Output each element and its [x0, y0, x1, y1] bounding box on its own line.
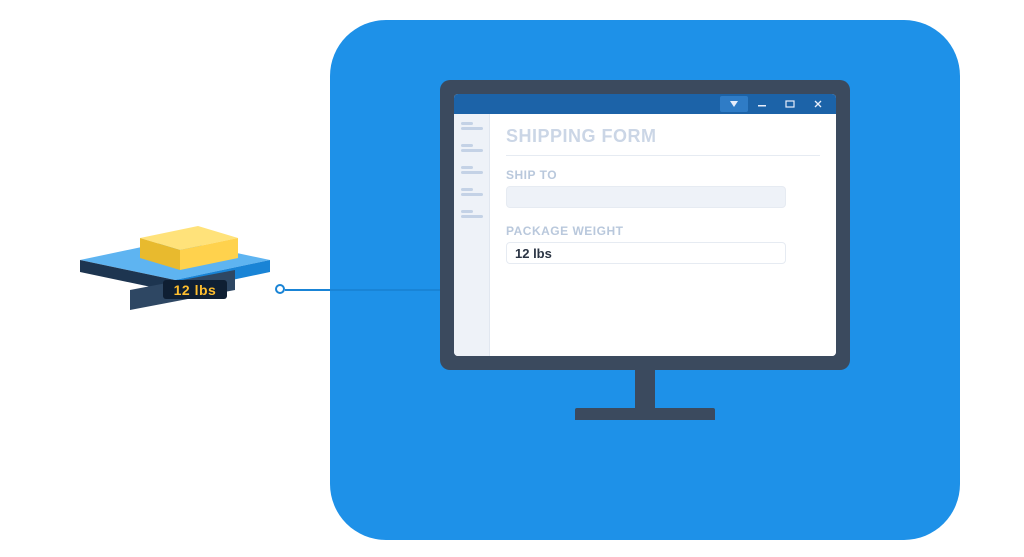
titlebar-dropdown[interactable]	[720, 96, 748, 112]
sidebar-item[interactable]	[461, 166, 483, 176]
minimize-button[interactable]	[748, 96, 776, 112]
package-weight-value: 12 lbs	[515, 246, 552, 261]
connection-dot	[275, 284, 285, 294]
sidebar-item[interactable]	[461, 144, 483, 154]
sidebar-item[interactable]	[461, 210, 483, 220]
app-window: SHIPPING FORM SHIP TO PACKAGE WEIGHT 12 …	[454, 94, 836, 356]
chevron-down-icon	[730, 101, 738, 107]
monitor-stand-neck	[635, 370, 655, 412]
ship-to-label: SHIP TO	[506, 168, 820, 182]
package-weight-label: PACKAGE WEIGHT	[506, 224, 820, 238]
close-icon	[813, 100, 823, 108]
app-main: SHIPPING FORM SHIP TO PACKAGE WEIGHT 12 …	[490, 114, 836, 356]
maximize-button[interactable]	[776, 96, 804, 112]
minimize-icon	[757, 100, 767, 108]
monitor: SHIPPING FORM SHIP TO PACKAGE WEIGHT 12 …	[440, 80, 850, 440]
form-title: SHIPPING FORM	[506, 126, 820, 156]
app-body: SHIPPING FORM SHIP TO PACKAGE WEIGHT 12 …	[454, 114, 836, 356]
monitor-stand-base	[575, 408, 715, 420]
maximize-icon	[785, 100, 795, 108]
sidebar-item[interactable]	[461, 122, 483, 132]
close-button[interactable]	[804, 96, 832, 112]
infographic-canvas: 12 lbs	[0, 0, 1024, 557]
scale-illustration	[70, 220, 280, 315]
weighing-scale: 12 lbs	[70, 220, 280, 315]
titlebar	[454, 94, 836, 114]
scale-readout-value: 12 lbs	[174, 282, 217, 298]
app-sidebar	[454, 114, 490, 356]
ship-to-input[interactable]	[506, 186, 786, 208]
scale-readout: 12 lbs	[163, 280, 227, 299]
package-weight-input[interactable]: 12 lbs	[506, 242, 786, 264]
monitor-bezel: SHIPPING FORM SHIP TO PACKAGE WEIGHT 12 …	[440, 80, 850, 370]
sidebar-item[interactable]	[461, 188, 483, 198]
